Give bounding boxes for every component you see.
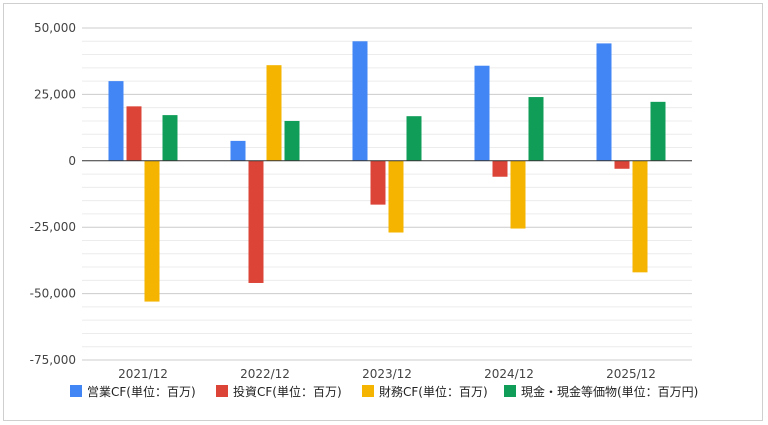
bar (528, 97, 544, 161)
cashflow-bar-chart: 50,000 25,000 0 -25,000 -50,000 -75,000 2021/1… (30, 21, 699, 399)
legend-swatch (216, 385, 228, 397)
bar (248, 160, 264, 283)
legend: 営業CF(単位：百万) 投資CF(単位：百万) 財務CF(単位：百万) 現金・現金等価… (70, 384, 698, 399)
bar (492, 160, 508, 177)
chart-frame: 50,000 25,000 0 -25,000 -50,000 -75,000 2021/1… (3, 3, 763, 421)
bar (108, 81, 124, 161)
bar (352, 41, 368, 161)
legend-swatch (362, 385, 374, 397)
x-tick-label: 2023/12 (362, 367, 412, 381)
y-tick-label: 25,000 (34, 87, 76, 101)
x-tick-label: 2024/12 (484, 367, 534, 381)
bar (650, 101, 666, 161)
bar (370, 160, 386, 205)
bar (284, 120, 300, 161)
legend-label: 投資CF(単位：百万) (233, 384, 342, 399)
y-tick-label: -25,000 (30, 220, 76, 234)
bar (230, 140, 246, 161)
bar (388, 160, 404, 233)
bar (162, 115, 178, 161)
x-tick-label: 2021/12 (118, 367, 168, 381)
bar (596, 43, 612, 161)
bar (126, 106, 142, 161)
grid-lines (82, 27, 692, 361)
bar (474, 65, 490, 161)
bar (614, 160, 630, 169)
bar (510, 160, 526, 229)
axes: 50,000 25,000 0 -25,000 -50,000 -75,000 2021/1… (30, 21, 692, 381)
x-tick-label: 2025/12 (606, 367, 656, 381)
y-tick-label: 50,000 (34, 21, 76, 35)
legend-label: 現金・現金等価物(単位：百万円) (521, 384, 698, 399)
x-tick-label: 2022/12 (240, 367, 290, 381)
bar (266, 65, 282, 161)
bars (108, 41, 666, 302)
bar (406, 116, 422, 161)
bar (144, 160, 160, 302)
y-tick-label: 0 (68, 154, 76, 168)
legend-swatch (70, 385, 82, 397)
legend-label: 営業CF(単位：百万) (87, 384, 196, 399)
y-tick-label: -50,000 (30, 287, 76, 301)
bar (632, 160, 648, 273)
legend-swatch (504, 385, 516, 397)
y-tick-label: -75,000 (30, 353, 76, 367)
legend-label: 財務CF(単位：百万) (379, 384, 488, 399)
